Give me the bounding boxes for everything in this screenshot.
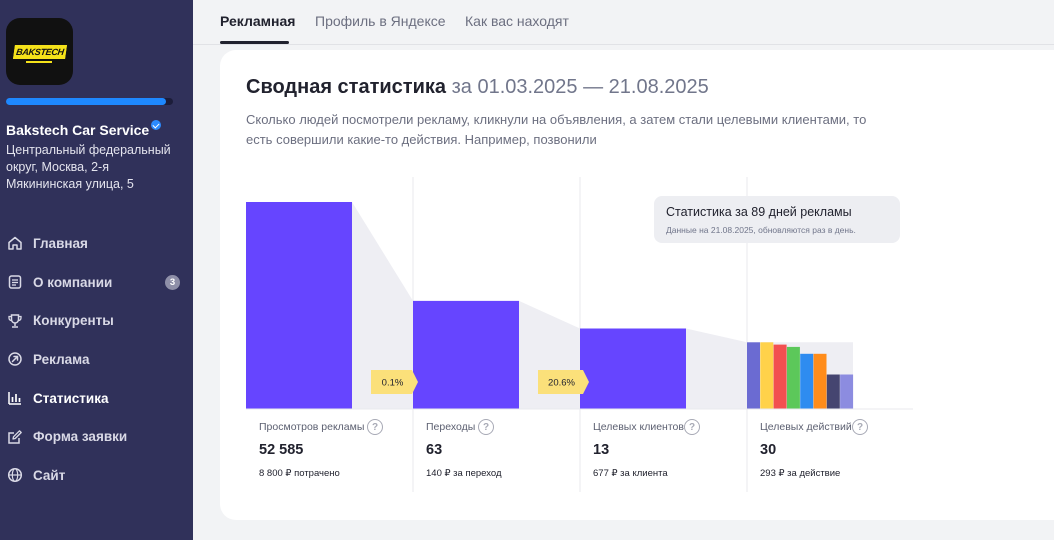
tooltip-subtitle: Данные на 21.08.2025, обновляются раз в … [666, 225, 856, 235]
metric-value-actions: 30 [760, 442, 777, 458]
document-icon [6, 273, 24, 291]
home-icon [6, 234, 24, 252]
verified-badge-icon [151, 120, 162, 130]
sidebar-item-label: Главная [33, 235, 88, 251]
bar-chart-icon [6, 389, 24, 407]
conversion-label: 0.1% [382, 378, 404, 389]
summary-title: Сводная статистика [246, 76, 447, 98]
company-address: Центральный федеральный округ, Москва, 2… [6, 143, 171, 191]
trophy-icon [6, 312, 24, 330]
help-icon[interactable]: ? [684, 419, 700, 435]
sidebar-item-competitors[interactable]: Конкуренты [0, 301, 193, 340]
sidebar-nav: Главная О компании 3 Конкуренты Реклама [0, 224, 193, 495]
company-name-text: Bakstech Car Service [6, 122, 150, 138]
tab-ads[interactable]: Рекламная [220, 13, 296, 29]
action-breakdown-bar [840, 374, 854, 409]
funnel-chart: 0.1% 20.6% Статистика за 89 дней рекламы … [220, 50, 1054, 520]
funnel-bar [413, 300, 519, 409]
metric-value-clicks: 63 [426, 442, 443, 458]
help-icon[interactable]: ? [367, 419, 383, 435]
action-breakdown-bar [747, 342, 760, 409]
sidebar-item-label: Конкуренты [33, 313, 114, 329]
metric-sub-actions: 293 ₽ за действие [760, 468, 841, 479]
action-breakdown-bar [813, 353, 827, 409]
notification-badge: 3 [165, 274, 180, 290]
sidebar-item-label: Реклама [33, 351, 90, 367]
page-title: Сводная статистика за 01.03.2025 — 21.08… [246, 76, 709, 99]
logo-text: BAKSTECH [14, 46, 64, 57]
tab-bar: Рекламная Профиль в Яндексе Как вас нахо… [193, 0, 1054, 45]
sidebar: BAKSTECH Bakstech Car Service Центральны… [0, 0, 193, 540]
help-icon[interactable]: ? [852, 419, 868, 435]
sidebar-item-site[interactable]: Сайт [0, 456, 193, 495]
date-range: за 01.03.2025 — 21.08.2025 [451, 76, 709, 98]
edit-icon [6, 428, 24, 446]
company-logo[interactable]: BAKSTECH [6, 18, 73, 85]
tab-yandex-profile[interactable]: Профиль в Яндексе [315, 13, 446, 29]
sidebar-item-statistics[interactable]: Статистика [0, 379, 193, 418]
action-breakdown-bar [800, 353, 814, 409]
tab-how-found[interactable]: Как вас находят [465, 13, 569, 29]
action-breakdown-bar [760, 342, 774, 409]
sidebar-item-label: Статистика [33, 390, 109, 406]
metric-label-views: Просмотров рекламы [259, 421, 365, 433]
funnel-bar [246, 202, 352, 409]
funnel-bar [580, 328, 686, 409]
sidebar-item-label: Сайт [33, 467, 66, 483]
active-tab-indicator [220, 41, 289, 44]
profile-progress-bar [6, 98, 173, 105]
sidebar-item-home[interactable]: Главная [0, 224, 193, 263]
funnel-chart-svg: 0.1% 20.6% [246, 177, 913, 492]
metric-sub-clicks: 140 ₽ за переход [426, 468, 502, 479]
arrow-circle-icon [6, 350, 24, 368]
conversion-badge [371, 370, 418, 394]
action-breakdown-bar [786, 346, 800, 409]
profile-progress-fill [6, 98, 167, 105]
sidebar-item-ads[interactable]: Реклама [0, 340, 193, 379]
metric-sub-clients: 677 ₽ за клиента [593, 468, 668, 479]
company-name: Bakstech Car Service [6, 120, 162, 138]
metric-label-clients: Целевых клиентов [593, 421, 684, 433]
action-breakdown-bar [773, 344, 787, 409]
metric-label-clicks: Переходы [426, 421, 476, 433]
sidebar-item-request-form[interactable]: Форма заявки [0, 417, 193, 456]
metric-value-clients: 13 [593, 442, 610, 458]
metric-value-views: 52 585 [259, 442, 304, 458]
stats-tooltip: Статистика за 89 дней рекламы Данные на … [654, 196, 900, 243]
action-breakdown-bar [826, 374, 840, 409]
sidebar-item-about[interactable]: О компании 3 [0, 263, 193, 302]
metric-sub-views: 8 800 ₽ потрачено [259, 468, 340, 479]
tooltip-title: Статистика за 89 дней рекламы [666, 205, 852, 219]
metric-label-actions: Целевых действий [760, 421, 852, 433]
conversion-label: 20.6% [548, 378, 575, 389]
summary-description: Сколько людей посмотрели рекламу, кликну… [246, 112, 867, 147]
conversion-badge [538, 370, 589, 394]
sidebar-item-label: Форма заявки [33, 429, 128, 445]
summary-card: Сводная статистика за 01.03.2025 — 21.08… [220, 50, 1054, 520]
sidebar-item-label: О компании [33, 274, 113, 290]
globe-icon [6, 466, 24, 484]
help-icon[interactable]: ? [478, 419, 494, 435]
